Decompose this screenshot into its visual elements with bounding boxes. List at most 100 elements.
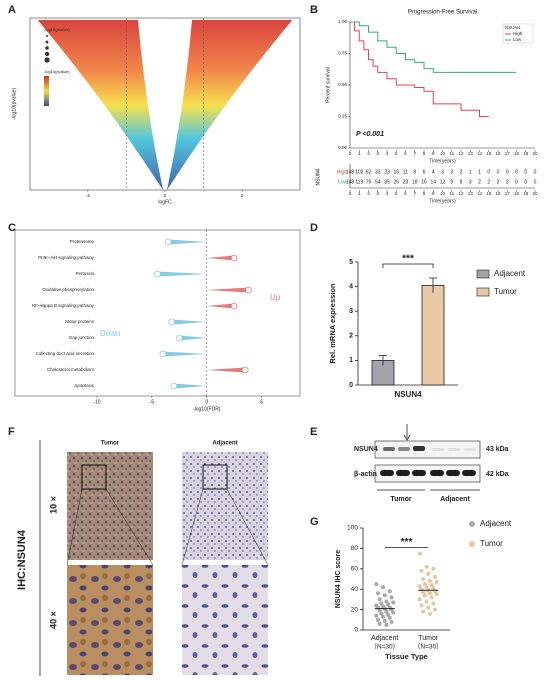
annotation: P <0.001 xyxy=(356,131,384,138)
band xyxy=(412,470,426,476)
category-label: Proteasome xyxy=(70,239,95,244)
table-tick-label: 18 xyxy=(514,191,520,196)
lollipop-head xyxy=(230,302,238,310)
risk-count: 102 xyxy=(355,169,364,175)
plot-frame xyxy=(14,229,301,397)
legend-size-key xyxy=(44,57,50,63)
lollipop-stem xyxy=(206,303,235,309)
risk-count: 14 xyxy=(430,179,436,185)
y-axis-label: -log10(pvalue) xyxy=(11,88,17,120)
panel-label: G xyxy=(310,516,319,528)
table-tick-label: 0 xyxy=(349,191,352,196)
data-point xyxy=(421,590,426,595)
blot-row xyxy=(374,464,481,483)
risk-row-label: Low xyxy=(338,179,348,185)
risk-count: 18 xyxy=(412,179,418,185)
risk-count: 9 xyxy=(450,179,453,185)
risk-count: 2 xyxy=(478,179,481,185)
micrograph xyxy=(67,565,153,675)
lollipop-head xyxy=(175,334,183,342)
data-point xyxy=(382,618,387,623)
lollipop-stem xyxy=(206,255,235,261)
x-tick-label: 18 xyxy=(514,151,520,156)
panel-label: D xyxy=(310,222,318,234)
x-tick-label: 4 xyxy=(386,151,389,156)
table-tick-label: 10 xyxy=(440,191,446,196)
risk-count: 35 xyxy=(384,179,390,185)
table-tick-label: 14 xyxy=(477,191,483,196)
x-tick-label: 11 xyxy=(449,151,454,156)
data-point xyxy=(386,602,391,607)
risk-count: 2 xyxy=(506,179,509,185)
x-tick-label: 19 xyxy=(523,151,529,156)
error-bar xyxy=(379,355,387,366)
risk-count: 0 xyxy=(487,169,490,175)
y-tick-label: 1 xyxy=(349,357,353,364)
data-point xyxy=(429,595,434,600)
data-point xyxy=(389,595,394,600)
lollipop-stem xyxy=(206,287,249,293)
data-point xyxy=(389,619,394,624)
x-tick-label: -5 xyxy=(150,399,155,405)
legend-swatch xyxy=(476,269,490,279)
band xyxy=(464,448,476,451)
risk-count: 16 xyxy=(421,179,427,185)
risk-count: 0 xyxy=(506,169,509,175)
group-size-label: （N=30） xyxy=(370,643,399,651)
category-label: Gap junction xyxy=(69,335,95,340)
data-point xyxy=(386,612,391,617)
data-point xyxy=(377,608,382,613)
x-tick-label: 1 xyxy=(358,151,361,156)
data-point xyxy=(377,621,382,626)
data-point xyxy=(377,597,382,602)
legend-label: Low xyxy=(513,37,522,42)
data-point xyxy=(417,584,422,589)
x-tick-label: 6 xyxy=(404,151,407,156)
y-tick-label: 40 xyxy=(351,586,359,593)
error-bar xyxy=(429,277,437,293)
x-tick-label: 14 xyxy=(477,151,483,156)
data-point xyxy=(431,601,436,606)
x-tick-label: 8 xyxy=(423,151,426,156)
bar xyxy=(421,284,445,386)
panel-label: C xyxy=(8,222,16,234)
risk-count: 0 xyxy=(497,169,500,175)
x-tick-label: 5 xyxy=(260,399,263,405)
table-tick-label: 11 xyxy=(449,191,454,196)
legend-marker xyxy=(469,521,475,527)
data-point xyxy=(426,571,431,576)
risk-count: 119 xyxy=(355,179,363,185)
band xyxy=(383,447,395,451)
x-tick-label: -10 xyxy=(93,399,100,405)
chart-title: Progression-Free Survival xyxy=(408,10,477,16)
legend-size-key xyxy=(45,40,49,44)
data-point xyxy=(433,607,438,612)
data-point xyxy=(381,585,386,590)
data-point xyxy=(424,585,429,590)
risk-count: 33 xyxy=(375,169,381,175)
band xyxy=(430,470,444,476)
band xyxy=(462,470,476,476)
y-tick-label: 4 xyxy=(349,283,353,290)
protein-label: NSUN4 xyxy=(354,446,378,453)
significance-bracket xyxy=(382,263,434,268)
band xyxy=(446,470,460,476)
size-label: 42 kDa xyxy=(486,471,509,478)
risk-count: 54 xyxy=(375,179,381,185)
category-label: Pertussis xyxy=(75,271,94,276)
group-label: Adjacent xyxy=(440,496,470,503)
zoom-box xyxy=(81,464,107,490)
significance-label: *** xyxy=(401,537,413,548)
risk-count: 12 xyxy=(440,179,446,185)
data-point xyxy=(381,614,386,619)
zoom-box xyxy=(202,464,228,490)
survival-curve xyxy=(350,21,517,73)
band xyxy=(413,446,425,451)
x-tick-label: 0 xyxy=(164,193,167,198)
column-label: Tumor xyxy=(101,441,120,447)
data-point xyxy=(419,568,424,573)
micrograph xyxy=(182,452,268,560)
risk-count: 62 xyxy=(366,169,372,175)
